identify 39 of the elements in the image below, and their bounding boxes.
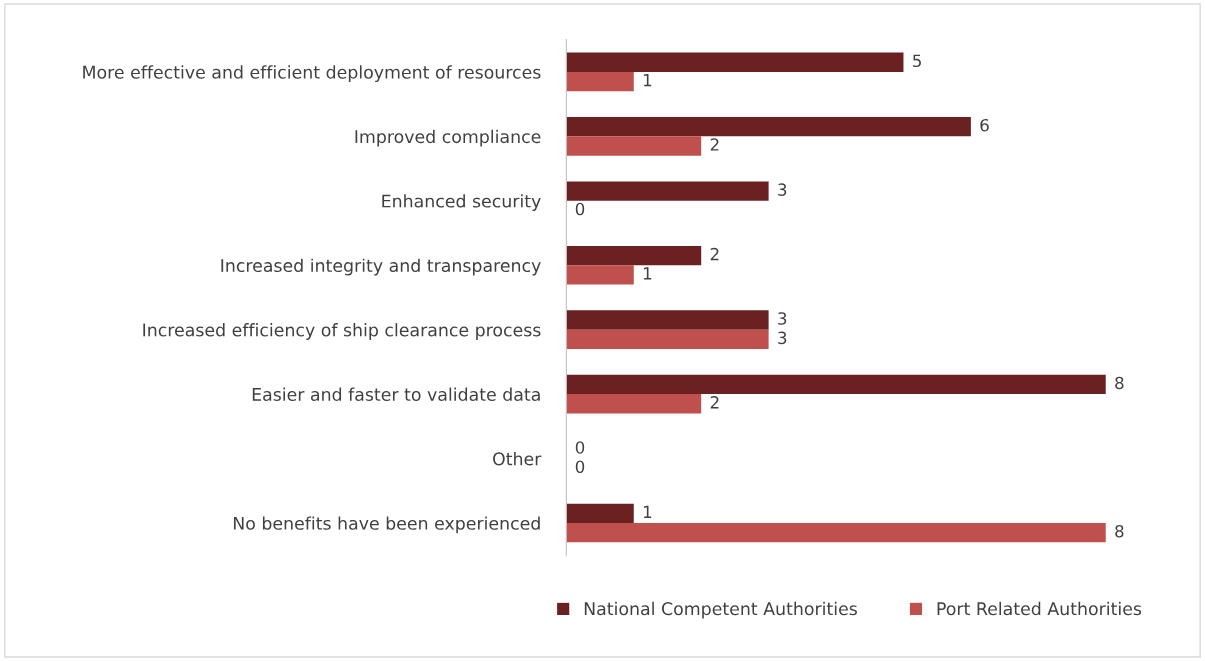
bar: [566, 245, 702, 266]
data-label: 8: [1115, 376, 1124, 390]
bar: [566, 503, 634, 524]
data-label: 3: [778, 331, 787, 345]
data-label: 2: [710, 247, 719, 261]
data-label: 1: [643, 505, 652, 518]
legend-label: Port Related Authorities: [937, 601, 1142, 616]
data-label: 1: [643, 267, 652, 280]
data-label: 0: [575, 460, 585, 474]
y-tick-label: Easier and faster to validate data: [252, 387, 540, 401]
y-tick-label: Improved compliance: [355, 129, 541, 147]
data-label: 1: [643, 74, 652, 87]
bar: [566, 310, 769, 330]
bar: [566, 52, 904, 72]
data-label: 8: [1115, 524, 1124, 538]
y-tick-label: Enhanced security: [382, 194, 541, 211]
y-tick-label: More effective and efficient deployment of resources: [83, 65, 541, 83]
y-tick-label: No benefits have been experienced: [233, 516, 540, 534]
data-label: 3: [778, 312, 787, 325]
data-label: 3: [778, 183, 787, 196]
bar: [566, 136, 702, 156]
data-label: 0: [575, 202, 585, 216]
bar: [566, 71, 634, 92]
data-label: 5: [913, 54, 921, 68]
bar: [566, 523, 1106, 543]
data-label: 6: [980, 118, 989, 132]
data-label: 2: [710, 138, 719, 151]
bar: [566, 117, 971, 137]
y-tick-label: Other: [493, 451, 542, 466]
y-tick-label: Increased efficiency of ship clearance process: [143, 323, 541, 340]
bar: [566, 394, 702, 414]
legend-label: National Competent Authorities: [584, 601, 857, 619]
bar: [566, 181, 769, 201]
bar: [566, 329, 769, 350]
bar: [566, 374, 1106, 395]
bar: [566, 265, 634, 285]
data-label: 0: [575, 441, 585, 454]
y-tick-label: Increased integrity and transparency: [221, 258, 541, 276]
data-label: 2: [710, 396, 719, 409]
